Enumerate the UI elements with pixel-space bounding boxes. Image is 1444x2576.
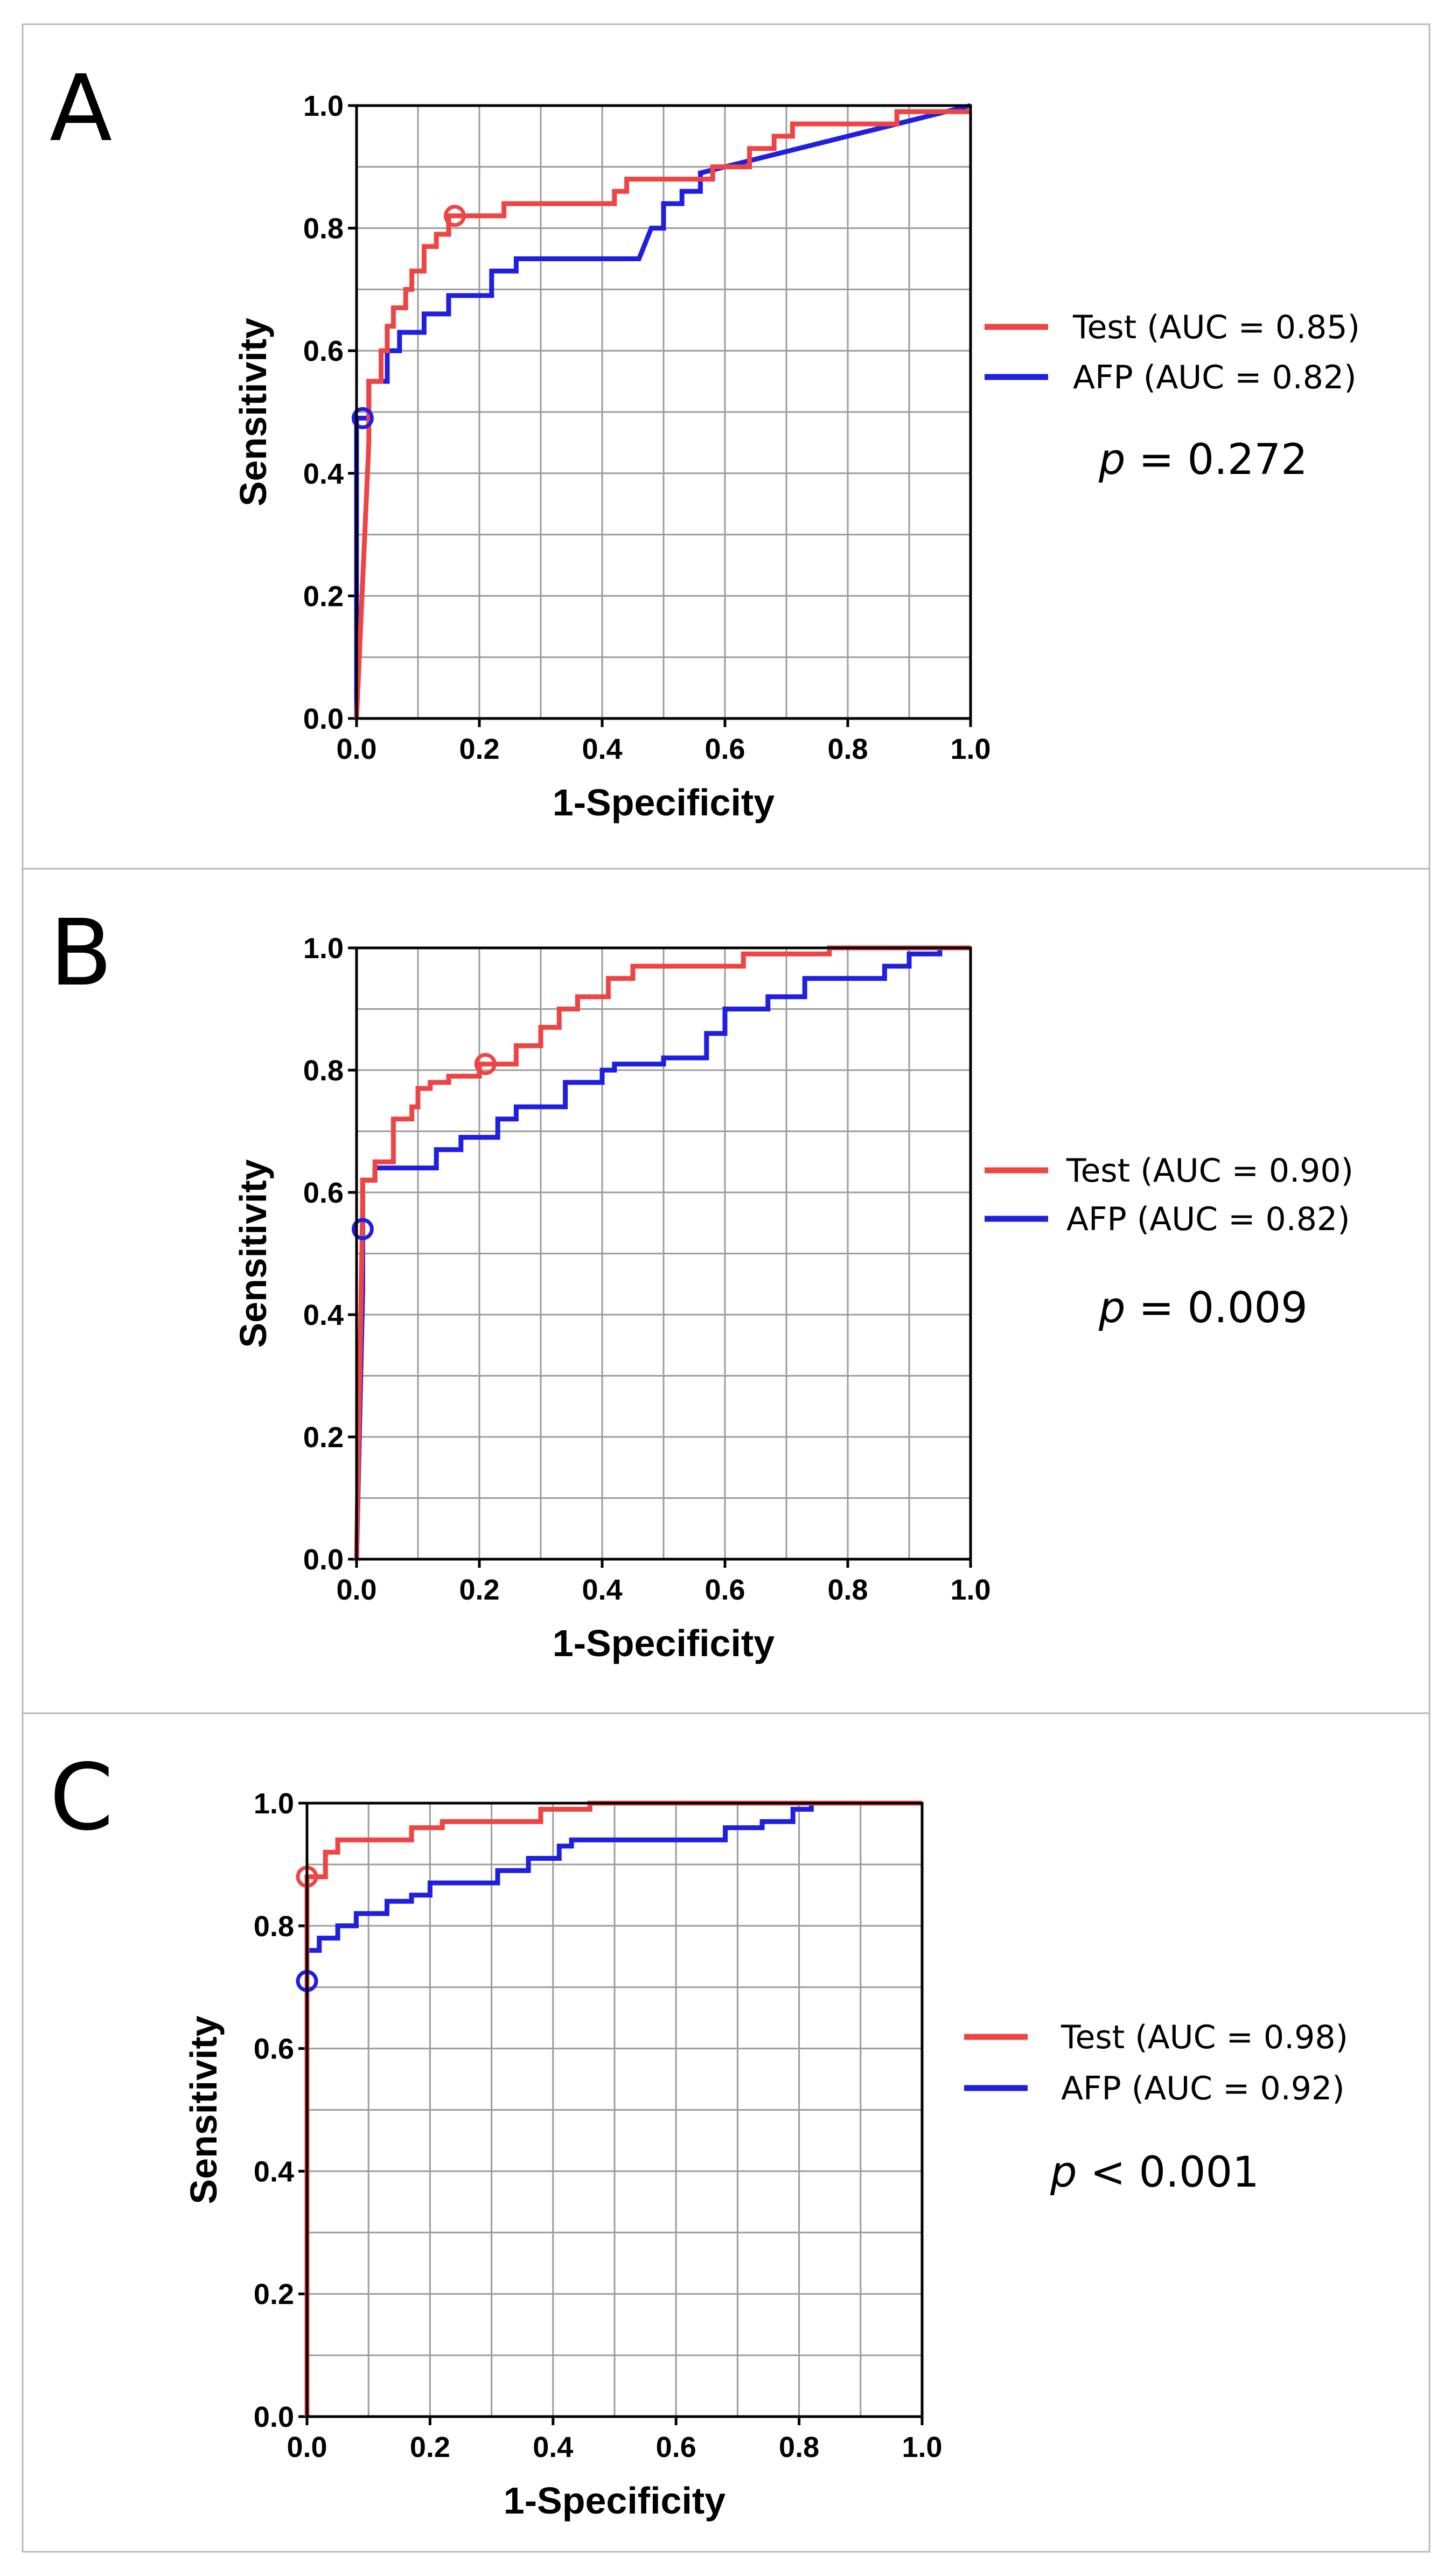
p-value-symbol: p (1050, 2148, 1077, 2197)
x-tick-label: 0.0 (287, 2431, 327, 2463)
y-axis-title: Sensitivity (232, 1159, 274, 1348)
roc-curve-afp (304, 1800, 922, 2417)
p-value-symbol: p (1098, 1284, 1126, 1332)
x-tick-label: 0.6 (704, 1574, 745, 1606)
y-tick-label: 0.8 (303, 1055, 344, 1087)
cutoff-marker-test (443, 205, 466, 227)
y-tick-label: 1.0 (254, 1788, 294, 1820)
legend-label-afp: AFP (AUC = 0.82) (1073, 359, 1357, 396)
y-axis-title: Sensitivity (183, 2015, 225, 2204)
p-value: p < 0.001 (1050, 2148, 1259, 2197)
plot-frame (355, 104, 972, 720)
p-value: p = 0.009 (1098, 1284, 1308, 1332)
y-tick-label: 0.2 (303, 1421, 344, 1454)
x-tick-label: 0.4 (582, 1574, 622, 1606)
x-tick-label: 0.0 (336, 733, 376, 765)
x-tick-label: 0.2 (459, 1574, 499, 1606)
panel-label: B (50, 900, 113, 1007)
y-tick-label: 0.8 (254, 1910, 294, 1943)
legend: Test (AUC = 0.98) AFP (AUC = 0.92) (964, 2019, 1348, 2107)
panel-border (22, 1712, 1431, 2553)
y-tick-label: 0.4 (254, 2155, 294, 2188)
y-tick-label: 0.8 (303, 213, 344, 245)
roc-panel-a: A 0.0 0.2 0.4 0.6 0.8 1.0 0.0 0.2 0.4 0.6 0.8 1.0 1-S… (22, 23, 1431, 870)
x-tick-label: 0.8 (827, 733, 868, 765)
x-tick-label: 1.0 (950, 733, 990, 765)
x-tick-label: 0.0 (336, 1574, 376, 1606)
p-value-text: = 0.272 (1126, 436, 1308, 484)
legend-label-test: Test (AUC = 0.98) (1061, 2019, 1348, 2056)
plot-frame (305, 1802, 924, 2418)
roc-curve-afp (354, 103, 972, 718)
roc-curve-test (354, 945, 971, 1560)
y-tick-label: 0.2 (303, 580, 344, 612)
y-tick-label: 0.2 (254, 2278, 294, 2310)
legend-label-afp: AFP (AUC = 0.82) (1066, 1200, 1350, 1238)
p-value: p = 0.272 (1098, 436, 1308, 484)
roc-curve-test (354, 109, 971, 719)
legend: Test (AUC = 0.90) AFP (AUC = 0.82) (985, 1152, 1354, 1238)
cutoff-marker-afp (351, 1218, 374, 1240)
roc-panel-b: B 0.0 0.2 0.4 0.6 0.8 1.0 0.0 0.2 0.4 0.6 0.8 1.0 1-S… (22, 868, 1431, 1714)
x-axis-title: 1-Specificity (504, 2480, 726, 2522)
p-value-symbol: p (1098, 436, 1126, 484)
y-axis-title: Sensitivity (232, 318, 274, 506)
cutoff-marker-test (474, 1053, 497, 1076)
x-tick-label: 0.2 (410, 2431, 450, 2463)
legend-label-test: Test (AUC = 0.90) (1066, 1152, 1354, 1190)
x-axis-title: 1-Specificity (553, 1622, 775, 1664)
y-tick-label: 0.6 (303, 335, 344, 367)
x-tick-label: 0.4 (582, 733, 622, 765)
y-tick-label: 0.0 (303, 1544, 344, 1576)
plot-frame (355, 946, 972, 1561)
cutoff-marker-afp (351, 407, 374, 429)
legend-label-test: Test (AUC = 0.85) (1072, 309, 1360, 346)
y-tick-label: 0.4 (303, 458, 344, 490)
x-axis-title: 1-Specificity (553, 781, 775, 823)
x-tick-label: 1.0 (950, 1574, 990, 1606)
x-tick-label: 0.4 (533, 2431, 573, 2463)
y-tick-label: 1.0 (303, 90, 344, 122)
y-tick-label: 0.0 (254, 2401, 294, 2433)
x-tick-label: 1.0 (902, 2431, 942, 2463)
y-tick-label: 0.6 (303, 1177, 344, 1209)
y-tick-label: 1.0 (303, 932, 344, 965)
x-tick-label: 0.6 (704, 733, 745, 765)
y-tick-label: 0.6 (254, 2033, 294, 2065)
x-tick-label: 0.8 (827, 1574, 868, 1606)
y-tick-label: 0.0 (303, 703, 344, 735)
p-value-text: = 0.009 (1126, 1284, 1308, 1332)
roc-curve-test (304, 1800, 922, 2417)
roc-curve-afp (354, 945, 971, 1560)
y-tick-label: 0.4 (303, 1299, 344, 1331)
x-tick-label: 0.2 (459, 733, 499, 765)
p-value-text: < 0.001 (1077, 2148, 1259, 2197)
panel-label: C (50, 1744, 114, 1851)
roc-panel-c: C 0.0 0.2 0.4 0.6 0.8 1.0 0.0 0.2 0.4 0.6 0.8 1.0 1-S… (22, 1712, 1431, 2553)
legend: Test (AUC = 0.85) AFP (AUC = 0.82) (985, 309, 1360, 396)
panel-label: A (50, 55, 112, 162)
x-tick-label: 0.6 (656, 2431, 696, 2463)
legend-label-afp: AFP (AUC = 0.92) (1061, 2070, 1345, 2107)
x-tick-label: 0.8 (779, 2431, 819, 2463)
